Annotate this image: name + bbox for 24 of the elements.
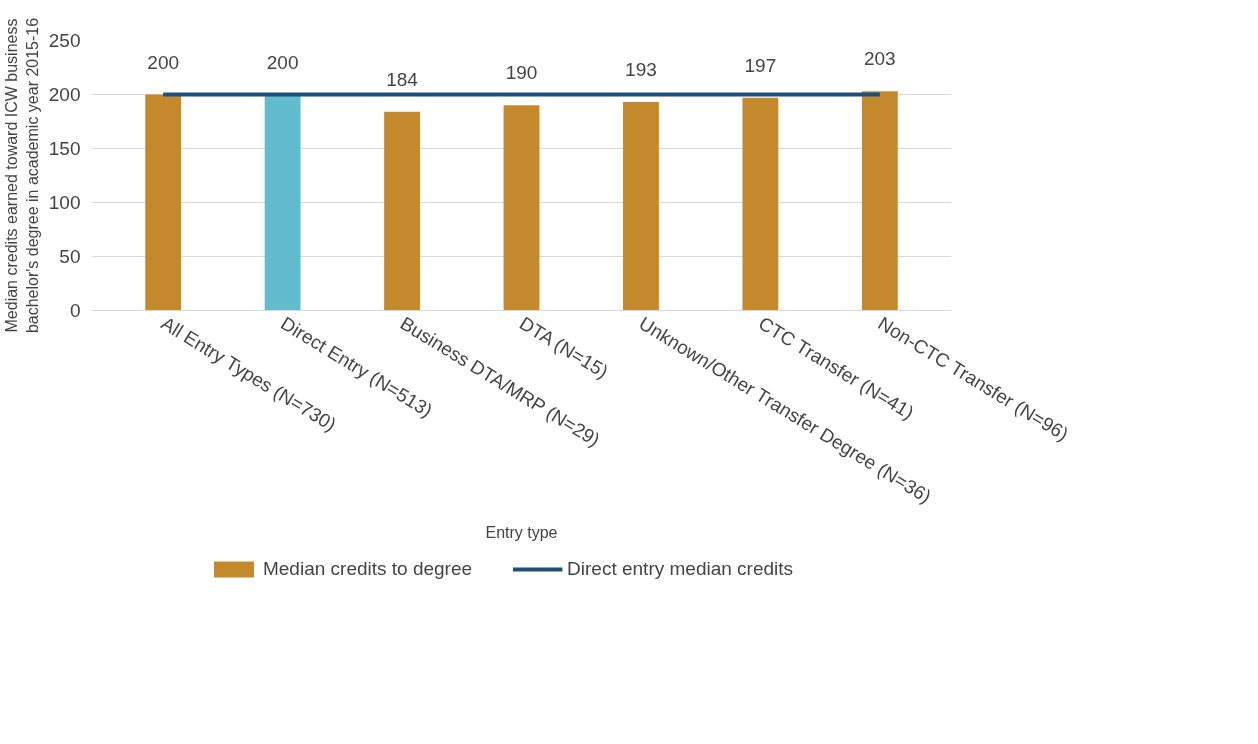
- bar: [264, 94, 301, 311]
- data-label: 197: [744, 54, 777, 76]
- bar: [384, 111, 420, 311]
- y-tick-label: 200: [48, 84, 81, 105]
- y-tick-label: 0: [69, 300, 81, 321]
- bar: [623, 102, 659, 311]
- bar: [861, 91, 898, 311]
- data-label: 190: [505, 62, 538, 84]
- y-tick-label: 50: [59, 246, 81, 267]
- legend-label: Direct entry median credits: [567, 558, 794, 580]
- bar: [742, 97, 779, 311]
- y-axis-title: Median credits earned toward ICW business bachelor's degree in academic year 2015-16: [3, 17, 41, 334]
- y-tick-label: 100: [48, 192, 81, 213]
- data-label: 203: [863, 48, 896, 70]
- y-tick-label: 250: [48, 30, 81, 51]
- data-label: 200: [266, 51, 299, 73]
- bar: [145, 94, 182, 311]
- x-axis-title: Entry type: [485, 524, 558, 542]
- data-label: 184: [386, 68, 419, 90]
- y-tick-label: 150: [48, 138, 81, 159]
- data-label: 200: [147, 51, 180, 73]
- data-label: 193: [625, 59, 657, 81]
- legend-label: Median credits to degree: [262, 558, 473, 580]
- bar: [503, 105, 540, 311]
